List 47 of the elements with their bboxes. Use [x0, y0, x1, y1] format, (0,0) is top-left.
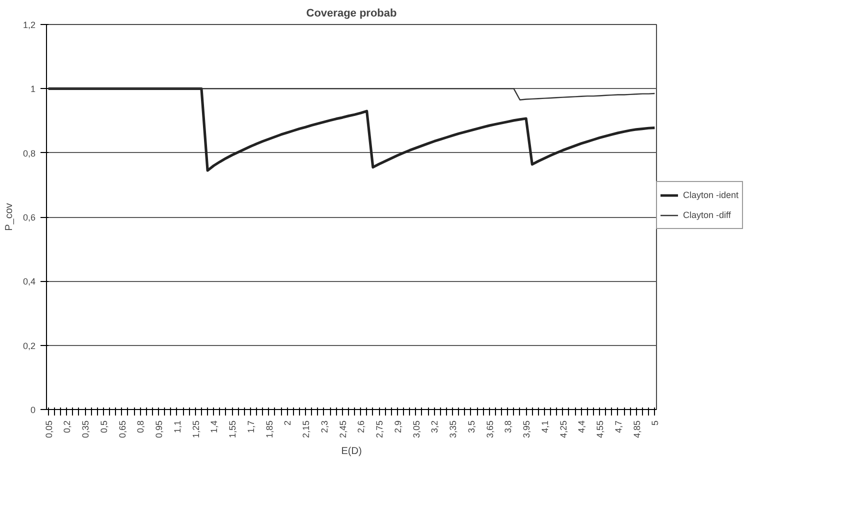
x-tick-label: 1,85 — [264, 420, 274, 438]
x-tick-label: 0,2 — [62, 420, 72, 434]
x-tick-label: 2,3 — [319, 420, 330, 434]
x-tick-label: 5 — [650, 420, 660, 426]
y-axis-title: P_cov — [4, 203, 15, 231]
y-tick-label: 0,8 — [22, 148, 36, 158]
x-tick-label: 4,25 — [558, 420, 568, 438]
line-series — [48, 88, 656, 100]
x-tick-label: 2,9 — [392, 420, 403, 434]
x-tick-label: 4,7 — [613, 420, 624, 434]
x-tick-label: 2,75 — [374, 420, 385, 438]
x-tick-label: 1,4 — [209, 420, 220, 434]
x-tick-label: 3,35 — [448, 420, 458, 438]
x-tick-label: 3,95 — [522, 420, 532, 438]
x-tick-label: 3,2 — [430, 420, 440, 434]
x-tick-label: 0,8 — [136, 420, 146, 434]
x-axis-title: E(D) — [341, 446, 362, 458]
x-tick-label: 1,1 — [172, 420, 182, 434]
y-tick-label: 1 — [30, 84, 36, 94]
x-tick-label: 0,65 — [117, 420, 128, 438]
y-tick-label: 0,4 — [22, 276, 36, 287]
x-tick-label: 1,7 — [246, 420, 256, 434]
y-tick-label: 0,6 — [22, 212, 36, 222]
x-tick-label: 0,05 — [44, 420, 54, 438]
x-tick-label: 3,05 — [411, 420, 422, 438]
x-tick-label: 1,25 — [190, 420, 201, 438]
y-tick-label: 0,2 — [22, 340, 36, 351]
chart-title: Coverage probab — [306, 8, 398, 20]
y-tick-label: 1,2 — [22, 20, 36, 30]
x-tick-label: 2,15 — [301, 420, 312, 438]
x-tick-label: 4,55 — [595, 420, 606, 438]
x-tick-label: 4,85 — [632, 420, 642, 438]
x-tick-label: 0,35 — [80, 420, 91, 438]
x-tick-label: 0,5 — [98, 420, 109, 434]
x-tick-label: 1,55 — [228, 420, 238, 438]
legend-label: Clayton -ident — [683, 190, 739, 200]
x-tick-label: 3,65 — [484, 420, 495, 438]
x-tick-label: 2 — [282, 420, 293, 426]
x-tick-label: 4,4 — [576, 420, 587, 434]
x-tick-label: 2,45 — [338, 420, 348, 438]
x-tick-label: 0,95 — [154, 420, 164, 438]
x-tick-label: 3,5 — [466, 420, 476, 434]
x-tick-label: 3,8 — [503, 420, 514, 434]
x-tick-label: 2,6 — [356, 420, 366, 434]
y-tick-label: 0 — [30, 405, 36, 415]
legend-label: Clayton -diff — [683, 210, 731, 220]
x-tick-label: 4,1 — [540, 420, 550, 434]
